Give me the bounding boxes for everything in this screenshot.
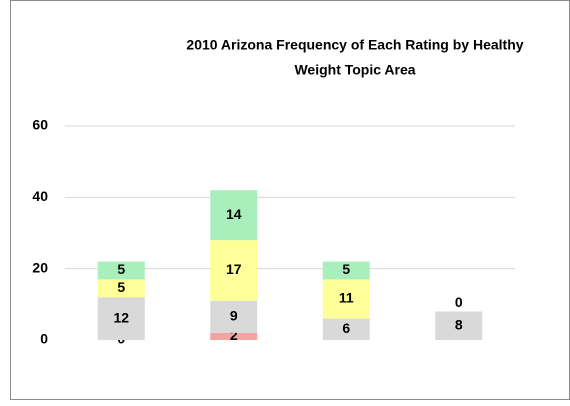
y-tick-label: 40 [32,188,48,204]
bar-segment [210,190,258,241]
y-tick-label: 20 [32,259,48,275]
bar-segment [210,332,258,340]
chart-title: 2010 Arizona Frequency of Each Rating by… [186,37,523,53]
bar-segment [97,279,145,298]
bar-segment [97,261,145,280]
bar-segment [322,261,370,280]
bar-segment [322,279,370,319]
data-label: 0 [455,294,463,310]
chart-frame [10,0,570,400]
data-label: 12 [113,309,129,325]
y-tick-label: 60 [32,117,48,133]
bar-segment [322,318,370,340]
bar-segment [97,297,145,340]
data-label: 8 [455,316,463,332]
bar-segment [210,240,258,301]
bar-segment [435,311,483,340]
chart-title: Weight Topic Area [294,62,415,78]
data-label: 2 [230,327,238,343]
bar-segment [210,300,258,333]
y-tick-label: 0 [40,331,48,347]
data-label: 6 [342,320,350,336]
data-label: 17 [226,261,242,277]
data-label: 5 [342,261,350,277]
data-label: 5 [117,279,125,295]
data-label: 5 [117,261,125,277]
data-label: 9 [230,308,238,324]
data-label: 11 [339,290,354,306]
data-label: 14 [226,206,242,222]
